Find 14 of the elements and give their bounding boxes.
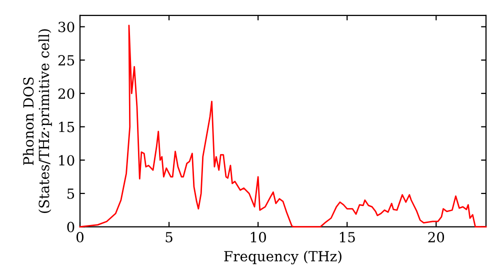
x-tick-label: 5 — [166, 232, 172, 242]
x-axis-title: Frequency (THz) — [224, 250, 342, 264]
y-axis-title: Phonon DOS (States/THz·primitive cell) — [22, 29, 52, 213]
y-tick-label: 10 — [59, 155, 74, 166]
x-tick-label: 0 — [76, 232, 84, 242]
x-tick-label: 10 — [250, 232, 266, 242]
y-tick-label: 15 — [59, 122, 74, 132]
y-tick-label: 25 — [58, 55, 74, 66]
x-tick-label: 15 — [340, 232, 355, 242]
x-tick-label: 20 — [428, 232, 444, 242]
y-tick-label: 30 — [58, 22, 74, 32]
y-tick-label: 20 — [58, 88, 74, 99]
y-tick-label: 0 — [67, 222, 74, 232]
y-tick-label: 5 — [67, 188, 74, 199]
